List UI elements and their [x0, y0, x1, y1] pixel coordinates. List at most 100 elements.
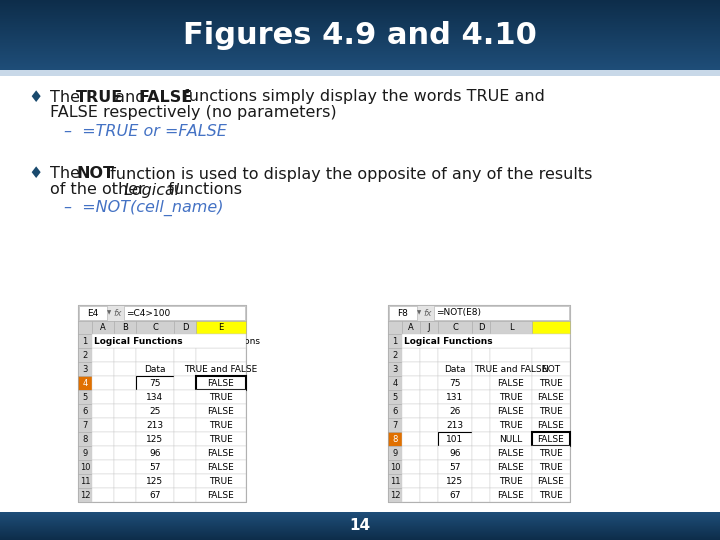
Bar [472, 418, 490, 432]
Bar [0, 36, 720, 37]
Text: NOT: NOT [541, 364, 561, 374]
Bar [0, 8, 720, 9]
Bar [388, 446, 402, 460]
Bar [0, 537, 720, 538]
Bar [490, 488, 532, 502]
Text: ▼: ▼ [107, 310, 111, 315]
Bar [490, 460, 532, 474]
Bar [0, 27, 720, 28]
Text: TRUE: TRUE [539, 379, 563, 388]
Bar [438, 432, 472, 446]
Bar [0, 12, 720, 13]
Text: 26: 26 [449, 407, 461, 415]
Bar [0, 9, 720, 10]
Bar [388, 348, 402, 362]
Bar [196, 321, 246, 334]
Text: 125: 125 [146, 435, 163, 443]
Text: 213: 213 [146, 421, 163, 429]
Bar [0, 530, 720, 531]
Bar [92, 334, 114, 348]
Text: 12: 12 [390, 490, 400, 500]
Bar [420, 488, 438, 502]
Bar [0, 44, 720, 45]
Bar [92, 376, 114, 390]
Bar [78, 321, 92, 334]
Bar [0, 43, 720, 44]
Bar [0, 16, 720, 17]
Bar [92, 404, 114, 418]
Text: 134: 134 [146, 393, 163, 402]
Text: FALSE: FALSE [207, 407, 235, 415]
Bar [402, 334, 420, 348]
Text: B: B [122, 323, 128, 332]
Text: 67: 67 [149, 490, 161, 500]
Bar [114, 488, 136, 502]
Bar [0, 48, 720, 49]
Bar [0, 520, 720, 521]
Text: 10: 10 [80, 462, 90, 471]
Bar [0, 517, 720, 518]
Bar [490, 334, 532, 348]
Bar [92, 348, 114, 362]
Bar [136, 334, 174, 348]
Text: Logical Functions: Logical Functions [94, 336, 183, 346]
Text: Logical: Logical [124, 183, 180, 198]
Bar [78, 488, 92, 502]
Bar [389, 306, 417, 320]
Text: E4: E4 [87, 308, 99, 318]
Bar [402, 460, 420, 474]
Bar [388, 376, 402, 390]
Bar [0, 533, 720, 534]
Bar [0, 524, 720, 525]
Bar [78, 446, 92, 460]
Bar [438, 390, 472, 404]
Text: fx: fx [114, 308, 122, 318]
Bar [532, 362, 570, 376]
Bar [0, 21, 720, 22]
Bar [532, 334, 570, 348]
Bar [0, 55, 720, 56]
Bar [472, 432, 490, 446]
Bar [402, 404, 420, 418]
Bar [0, 11, 720, 12]
Bar [490, 348, 532, 362]
Bar [0, 527, 720, 528]
Text: FALSE: FALSE [538, 421, 564, 429]
Bar [0, 18, 720, 19]
Bar [0, 539, 720, 540]
Bar [0, 58, 720, 59]
Bar [114, 376, 136, 390]
Bar [0, 65, 720, 66]
Bar [472, 474, 490, 488]
Bar [388, 305, 570, 502]
Bar [388, 305, 570, 321]
Bar [402, 390, 420, 404]
Bar [388, 334, 402, 348]
Bar [402, 321, 420, 334]
Bar [0, 23, 720, 24]
Bar [402, 362, 420, 376]
Text: 14: 14 [349, 518, 371, 534]
Text: 9: 9 [82, 449, 88, 457]
Bar [532, 418, 570, 432]
Bar [402, 334, 570, 348]
Bar [0, 57, 720, 58]
Bar [0, 513, 720, 514]
Text: Logical Functions: Logical Functions [182, 336, 260, 346]
Bar [0, 515, 720, 516]
Bar [174, 334, 196, 348]
Bar [0, 59, 720, 60]
Bar [196, 334, 246, 348]
Bar [78, 305, 246, 321]
Bar [532, 390, 570, 404]
Bar [0, 24, 720, 25]
Text: TRUE: TRUE [209, 435, 233, 443]
Text: =NOT(E8): =NOT(E8) [436, 308, 481, 318]
Text: ▼: ▼ [417, 310, 421, 315]
Bar [78, 460, 92, 474]
Bar [92, 460, 114, 474]
Bar [136, 404, 174, 418]
Bar [438, 446, 472, 460]
Bar [0, 42, 720, 43]
Bar [78, 432, 92, 446]
